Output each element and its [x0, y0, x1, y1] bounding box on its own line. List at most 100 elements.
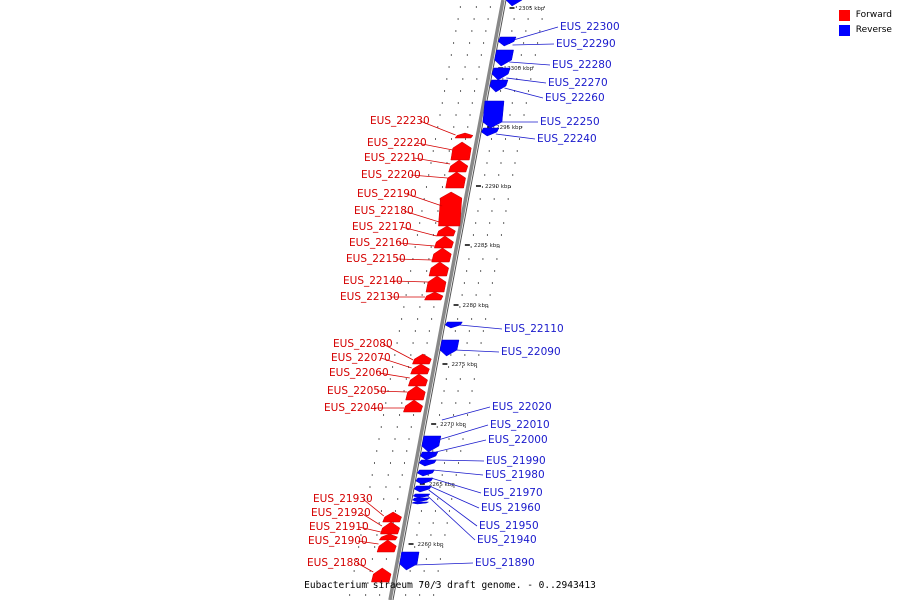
gene-eus-22220[interactable]: EUS_22220: [367, 137, 472, 161]
tick-label: 2285 kbp: [474, 243, 500, 249]
gene-label: EUS_22160: [349, 237, 409, 249]
gene-label: EUS_21960: [481, 502, 541, 514]
gene-label: EUS_21890: [475, 557, 535, 569]
gene-label: EUS_22220: [367, 137, 427, 149]
gene-eus-21950[interactable]: EUS_21950: [412, 489, 539, 532]
gene-label: EUS_21930: [313, 493, 373, 505]
gene-eus-22130[interactable]: EUS_22130: [340, 291, 444, 303]
gene-eus-22290[interactable]: EUS_22290: [498, 36, 616, 50]
gene-label: EUS_22130: [340, 291, 400, 303]
tick-label: 2305 kbp: [518, 6, 544, 12]
legend-reverse: Reverse: [838, 23, 892, 38]
gene-eus-21880[interactable]: EUS_21880: [307, 557, 392, 583]
gene-label: EUS_22280: [552, 59, 612, 71]
gene-eus-22240[interactable]: EUS_22240: [481, 127, 597, 145]
gene-label: EUS_22000: [488, 434, 548, 446]
gene-label: EUS_22270: [548, 77, 608, 89]
tick-label: 2275 kbp: [451, 362, 477, 368]
gene-label: EUS_22150: [346, 253, 406, 265]
gene-eus-22160[interactable]: EUS_22160: [349, 237, 452, 263]
gene-eus-22000[interactable]: EUS_22000: [418, 434, 548, 467]
forward-swatch: [838, 10, 850, 21]
kbp-ticks: 2305 kbp 2300 kbp 2295 kbp 2290 kbp 2285 kbp…: [408, 6, 545, 548]
gene-label: EUS_22050: [327, 385, 387, 397]
tick-label: 2290 kbp: [485, 184, 511, 190]
tick-label: 2260 kbp: [418, 542, 444, 548]
gene-eus-22230[interactable]: EUS_22230: [370, 115, 474, 139]
gene-eus-22010[interactable]: EUS_22010: [420, 419, 550, 461]
gene-eus-22260[interactable]: EUS_22260: [489, 79, 605, 104]
gene-eus-22180[interactable]: EUS_22180: [354, 205, 456, 237]
gene-eus-22040[interactable]: EUS_22040: [324, 399, 423, 414]
gene-label: EUS_22110: [504, 323, 564, 335]
gene-eus-22060[interactable]: EUS_22060: [329, 367, 428, 387]
gene-label: EUS_22010: [490, 419, 550, 431]
gene-label: EUS_22060: [329, 367, 389, 379]
gene-eus-22250[interactable]: EUS_22250: [482, 100, 600, 129]
gene-eus-22210[interactable]: EUS_22210: [364, 152, 469, 173]
gene-label: EUS_21980: [485, 469, 545, 481]
gene-eus-22150[interactable]: EUS_22150: [346, 253, 449, 277]
gene-eus-22280[interactable]: EUS_22280: [494, 49, 612, 71]
gene-label: EUS_22250: [540, 116, 600, 128]
gene-label: EUS_22210: [364, 152, 424, 164]
gene-label: EUS_21920: [311, 507, 371, 519]
gene-label: EUS_22260: [545, 92, 605, 104]
tick-label: 2265 kbp: [429, 482, 455, 488]
gene-eus-21890[interactable]: EUS_21890: [399, 551, 535, 571]
gene-eus-22050[interactable]: EUS_22050: [327, 385, 426, 401]
gene-label: EUS_22040: [324, 402, 384, 414]
gene-eus-21960[interactable]: EUS_21960: [412, 485, 541, 514]
forward-genes: EUS_22230 EUS_22220 EUS_22210 EUS_22200 EUS_…: [307, 115, 474, 583]
gene-eus-21920[interactable]: EUS_21920: [311, 507, 400, 535]
gene-label: EUS_21910: [309, 521, 369, 533]
gene-label: EUS_22230: [370, 115, 430, 127]
gene-label: EUS_22240: [537, 133, 597, 145]
tick-label: 2280 kbp: [463, 303, 489, 309]
tick-label: 2300 kbp: [507, 66, 533, 72]
gene-label: EUS_21880: [307, 557, 367, 569]
genome-backbone-edge: [392, 0, 507, 600]
gene-eus-22200[interactable]: EUS_22200: [361, 169, 466, 189]
gene-label: EUS_22020: [492, 401, 552, 413]
gene-eus-22140[interactable]: EUS_22140: [343, 275, 447, 293]
gene-eus-22090[interactable]: EUS_22090: [439, 339, 561, 358]
genome-caption: Eubacterium siraeum 70/3 draft genome. -…: [304, 580, 596, 591]
gene-eus-22190[interactable]: EUS_22190: [357, 188, 463, 227]
tick-label: 2295 kbp: [496, 125, 522, 131]
legend-reverse-label: Reverse: [855, 25, 892, 35]
gene-label: EUS_22300: [560, 21, 620, 33]
gene-eus-21990[interactable]: EUS_21990: [416, 455, 546, 477]
gene-eus-21980[interactable]: EUS_21980: [415, 469, 545, 485]
gene-eus-22020[interactable]: EUS_22020: [421, 401, 552, 453]
tick-label: 2270 kbp: [440, 422, 466, 428]
gene-eus-22080[interactable]: EUS_22080: [333, 338, 432, 365]
gene-eus-21910[interactable]: EUS_21910: [309, 521, 398, 541]
gene-eus-22300[interactable]: EUS_22300: [505, 0, 620, 41]
legend: Forward Reverse: [838, 8, 892, 38]
gene-eus-22270[interactable]: EUS_22270: [491, 67, 608, 89]
gene-label: EUS_21970: [483, 487, 543, 499]
gene-eus-21900[interactable]: EUS_21900: [308, 535, 397, 553]
gene-label: EUS_21950: [479, 520, 539, 532]
gene-label: EUS_22190: [357, 188, 417, 200]
gene-label: EUS_22290: [556, 38, 616, 50]
gene-label: EUS_21990: [486, 455, 546, 467]
gene-eus-21930[interactable]: EUS_21930: [313, 493, 402, 523]
gene-label: EUS_22080: [333, 338, 393, 350]
gene-label: EUS_22070: [331, 352, 391, 364]
legend-forward: Forward: [838, 8, 892, 23]
gene-label: EUS_22140: [343, 275, 403, 287]
reverse-swatch: [838, 25, 850, 36]
gene-eus-22110[interactable]: EUS_22110: [444, 321, 564, 335]
gene-eus-21940[interactable]: EUS_21940: [411, 495, 537, 546]
gene-eus-21970[interactable]: EUS_21970: [413, 477, 543, 499]
gene-label: EUS_22200: [361, 169, 421, 181]
gene-eus-22170[interactable]: EUS_22170: [352, 221, 454, 249]
gene-label: EUS_22170: [352, 221, 412, 233]
gene-label: EUS_22180: [354, 205, 414, 217]
gene-eus-22070[interactable]: EUS_22070: [331, 352, 430, 375]
gene-label: EUS_21940: [477, 534, 537, 546]
genome-backbone: [388, 0, 505, 600]
